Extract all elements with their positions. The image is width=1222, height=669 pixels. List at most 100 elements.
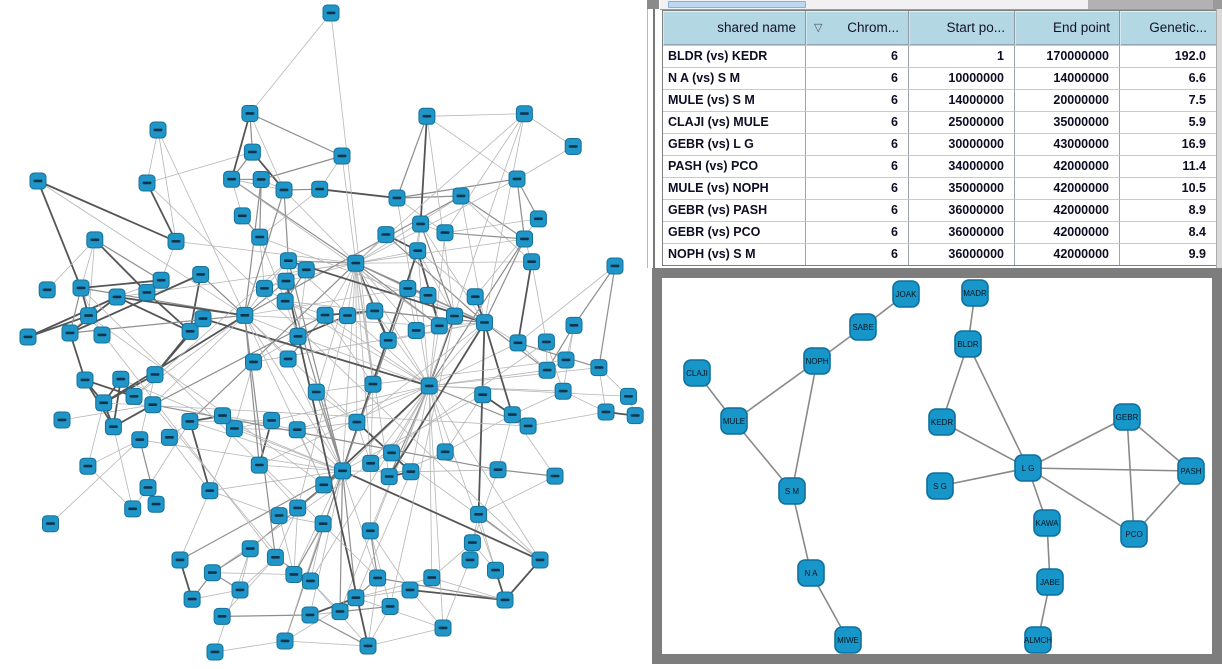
- table-cell[interactable]: CLAJI (vs) MULE: [663, 111, 806, 133]
- network-node[interactable]: [529, 210, 547, 228]
- network-node[interactable]: [263, 412, 281, 429]
- network-node[interactable]: [516, 230, 533, 248]
- table-row[interactable]: N A (vs) S M 6 10000000 14000000 6.6: [663, 67, 1216, 89]
- network-node[interactable]: [256, 279, 273, 297]
- table-cell[interactable]: 42000000: [1015, 243, 1120, 265]
- network-node[interactable]: [407, 322, 425, 339]
- network-node[interactable]: [361, 522, 379, 540]
- network-node[interactable]: [331, 603, 349, 621]
- network-node[interactable]: [466, 288, 484, 306]
- table-cell[interactable]: 6: [806, 155, 909, 177]
- table-cell[interactable]: 6: [806, 199, 909, 221]
- network-node[interactable]: [124, 500, 142, 518]
- network-node[interactable]: [620, 387, 637, 405]
- table-cell[interactable]: GEBR (vs) L G: [663, 133, 806, 155]
- table-cell[interactable]: 42000000: [1015, 155, 1120, 177]
- table-cell[interactable]: MULE (vs) NOPH: [663, 177, 806, 199]
- network-node[interactable]: [225, 420, 243, 438]
- network-node[interactable]: [476, 314, 493, 332]
- network-node[interactable]: [626, 407, 644, 425]
- table-cell[interactable]: 42000000: [1015, 221, 1120, 243]
- subnetwork-node-joak[interactable]: JOAK: [892, 280, 920, 308]
- network-node[interactable]: [231, 581, 249, 599]
- network-node[interactable]: [508, 170, 526, 188]
- network-node[interactable]: [470, 505, 488, 523]
- network-node[interactable]: [436, 443, 454, 461]
- network-node[interactable]: [108, 288, 126, 306]
- table-cell[interactable]: 25000000: [909, 111, 1015, 133]
- network-node[interactable]: [364, 375, 382, 393]
- network-node[interactable]: [138, 284, 156, 301]
- subnetwork-node-bldr[interactable]: BLDR: [954, 330, 982, 358]
- column-header-sharedname[interactable]: shared name: [663, 11, 806, 45]
- network-node[interactable]: [149, 121, 167, 139]
- network-node[interactable]: [183, 590, 201, 608]
- network-node[interactable]: [380, 468, 398, 486]
- table-row[interactable]: MULE (vs) NOPH 6 35000000 42000000 10.5: [663, 177, 1216, 199]
- network-node[interactable]: [171, 551, 189, 569]
- subnetwork-node-sabe[interactable]: SABE: [849, 313, 877, 341]
- network-node[interactable]: [289, 327, 307, 345]
- network-node[interactable]: [565, 316, 583, 334]
- subnetwork-node-noph[interactable]: NOPH: [803, 347, 831, 375]
- subnetwork-node-sm[interactable]: S M: [778, 477, 806, 505]
- network-node[interactable]: [297, 261, 315, 279]
- network-node[interactable]: [112, 370, 130, 388]
- subnetwork-node-lg[interactable]: L G: [1014, 454, 1042, 482]
- network-node[interactable]: [557, 351, 575, 369]
- network-node[interactable]: [42, 515, 59, 533]
- table-cell[interactable]: 192.0: [1120, 45, 1216, 67]
- network-node[interactable]: [489, 461, 507, 479]
- table-cell[interactable]: 6.6: [1120, 67, 1216, 89]
- network-node[interactable]: [275, 181, 293, 199]
- table-cell[interactable]: 6: [806, 243, 909, 265]
- table-cell[interactable]: 10.5: [1120, 177, 1216, 199]
- table-cell[interactable]: BLDR (vs) KEDR: [663, 45, 806, 67]
- subnetwork-node-pash[interactable]: PASH: [1177, 457, 1205, 485]
- network-node[interactable]: [359, 637, 377, 655]
- network-node[interactable]: [279, 252, 297, 270]
- network-node[interactable]: [347, 254, 365, 272]
- network-node[interactable]: [38, 281, 56, 299]
- network-node[interactable]: [223, 170, 241, 188]
- network-node[interactable]: [420, 377, 438, 395]
- network-node[interactable]: [537, 333, 555, 351]
- table-row[interactable]: BLDR (vs) KEDR 6 1 170000000 192.0: [663, 45, 1216, 67]
- table-cell[interactable]: 6: [806, 221, 909, 243]
- network-node[interactable]: [72, 279, 90, 297]
- network-node[interactable]: [302, 572, 319, 590]
- network-node[interactable]: [423, 569, 441, 587]
- table-cell[interactable]: 36000000: [909, 243, 1015, 265]
- network-node[interactable]: [86, 231, 104, 249]
- network-node[interactable]: [362, 454, 380, 472]
- network-node[interactable]: [270, 507, 288, 525]
- network-node[interactable]: [311, 180, 329, 198]
- network-node[interactable]: [167, 232, 185, 250]
- network-node[interactable]: [419, 286, 437, 304]
- network-node[interactable]: [515, 105, 533, 123]
- table-row[interactable]: CLAJI (vs) MULE 6 25000000 35000000 5.9: [663, 111, 1216, 133]
- network-node[interactable]: [250, 456, 268, 474]
- network-node[interactable]: [366, 302, 384, 320]
- table-cell[interactable]: 36000000: [909, 221, 1015, 243]
- table-cell[interactable]: 8.4: [1120, 221, 1216, 243]
- network-node[interactable]: [590, 359, 608, 377]
- table-cell[interactable]: 170000000: [1015, 45, 1120, 67]
- network-node[interactable]: [213, 607, 231, 625]
- network-node[interactable]: [546, 467, 564, 485]
- network-node[interactable]: [301, 606, 319, 624]
- table-cell[interactable]: 6: [806, 67, 909, 89]
- table-cell[interactable]: 42000000: [1015, 199, 1120, 221]
- network-node[interactable]: [76, 371, 94, 389]
- table-cell[interactable]: MULE (vs) S M: [663, 89, 806, 111]
- network-node[interactable]: [125, 387, 143, 405]
- subnetwork-node-kedr[interactable]: KEDR: [928, 408, 956, 436]
- network-node[interactable]: [401, 581, 419, 599]
- network-node[interactable]: [288, 421, 306, 439]
- network-node[interactable]: [334, 462, 351, 480]
- table-cell[interactable]: 6: [806, 111, 909, 133]
- network-node[interactable]: [523, 253, 541, 271]
- network-node[interactable]: [347, 589, 365, 607]
- panel-divider[interactable]: [653, 0, 655, 268]
- table-cell[interactable]: GEBR (vs) PCO: [663, 221, 806, 243]
